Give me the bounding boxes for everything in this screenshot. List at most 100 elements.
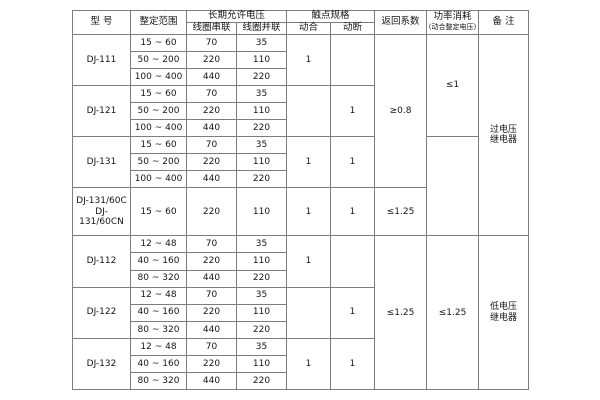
cell-parallel: 220 [235,320,288,339]
table-row: DJ-111 15 ~ 60 70 35 1 ≥0.8 ≤1 过电压 继电器 [72,33,530,237]
cell-series: 440 [186,119,237,138]
header-coil-series: 线圈串联 [186,21,237,35]
cell-contact-nc [330,33,376,86]
cell-range: 15 ~ 60 [130,84,187,104]
header-long-term-voltage: 长期允许电压 [185,10,288,23]
cell-contact-nc: 1 [330,337,376,391]
relay-spec-table: 型 号 整定范围 长期允许电压 触点规格 返回系数 功率消耗 (动合整定电压) … [72,10,530,391]
cell-series: 70 [186,136,237,155]
cell-series: 70 [186,337,237,356]
cell-return-coefficient-top: ≥0.8 [374,33,428,189]
table-row: 80 ~ 320 440 220 [73,371,529,391]
cell-model-dj131-60c: DJ-131/60C DJ-131/60CN [72,187,131,237]
header-contact-spec: 触点规格 [286,10,376,23]
cell-parallel: 35 [235,235,288,254]
cell-contact-na: 1 [286,337,332,391]
cell-series: 220 [186,102,237,121]
table-row: DJ-131/60C DJ-131/60CN 15 ~ 60 220 110 1… [72,187,529,237]
table-row: DJ-131 15 ~ 60 70 35 1 1 [72,136,529,189]
cell-model-dj131: DJ-131 [72,136,131,189]
cell-series: 220 [186,187,237,237]
cell-remark-overvoltage: 过电压 继电器 [478,33,530,237]
table-row: 50 ~ 200 220 110 [73,50,529,69]
table-header: 型 号 整定范围 长期允许电压 触点规格 返回系数 功率消耗 (动合整定电压) … [72,10,530,35]
cell-range: 12 ~ 48 [130,337,187,356]
cell-contact-na: 1 [286,33,332,86]
cell-range: 100 ~ 400 [130,170,187,189]
cell-parallel: 110 [235,153,288,172]
cell-model-dj121: DJ-121 [72,84,131,138]
table-row: 40 ~ 160 220 110 [73,252,529,271]
cell-series: 220 [186,252,237,271]
cell-parallel: 220 [235,119,288,138]
cell-parallel: 35 [235,136,288,155]
cell-remark-undervoltage: 低电压 继电器 [478,235,530,390]
cell-range: 80 ~ 320 [130,320,187,339]
remark-overvoltage-line2: 继电器 [490,135,518,146]
cell-power-mid: ≤1.25 [374,187,428,237]
cell-contact-na: 1 [286,136,332,189]
cell-return-coefficient-bottom: ≤1.25 [374,235,428,390]
cell-range: 12 ~ 48 [130,286,187,305]
header-contact-normally-closed: 动断 [330,21,376,35]
cell-parallel: 110 [235,187,288,237]
cell-parallel: 110 [235,50,288,69]
cell-range: 40 ~ 160 [130,303,187,322]
cell-range: 50 ~ 200 [130,102,187,121]
table-row: 40 ~ 160 220 110 [73,354,529,373]
table-row: DJ-112 12 ~ 48 70 35 1 ≤1.25 ≤1.25 低电压 继… [72,235,530,390]
cell-series: 220 [186,303,237,322]
cell-series: 70 [186,286,237,305]
cell-contact-na: 1 [286,235,332,288]
cell-parallel: 35 [235,84,288,104]
cell-contact-nc: 1 [330,136,376,189]
header-row-2: 线圈串联 线圈并联 动合 动断 [73,21,529,35]
cell-series: 70 [186,84,237,104]
model-line2: DJ-131/60CN [79,206,124,228]
cell-series: 220 [186,354,237,373]
cell-parallel: 110 [235,303,288,322]
header-row-1: 型 号 整定范围 长期允许电压 触点规格 返回系数 功率消耗 (动合整定电压) … [72,10,530,35]
cell-range: 80 ~ 320 [130,371,187,391]
cell-parallel: 35 [235,337,288,356]
cell-parallel: 110 [235,354,288,373]
cell-parallel: 35 [235,286,288,305]
cell-range: 40 ~ 160 [130,252,187,271]
header-remark: 备 注 [478,10,530,35]
cell-parallel: 110 [235,252,288,271]
cell-range: 80 ~ 320 [130,269,187,288]
table-row: DJ-122 12 ~ 48 70 35 1 [72,286,529,339]
header-power-consumption: 功率消耗 (动合整定电压) [426,10,480,35]
cell-series: 440 [186,269,237,288]
cell-parallel: 220 [235,269,288,288]
cell-series: 440 [186,67,237,86]
cell-model-dj111: DJ-111 [72,33,131,86]
table-row: DJ-121 15 ~ 60 70 35 1 [72,84,529,138]
table-row: 40 ~ 160 220 110 [73,303,529,322]
table-row: 100 ~ 400 440 220 [73,67,529,86]
cell-range: 50 ~ 200 [130,50,187,69]
cell-model-dj112: DJ-112 [72,235,131,288]
header-coil-parallel: 线圈并联 [235,21,288,35]
header-power-consumption-main: 功率消耗 [433,10,472,22]
cell-range: 50 ~ 200 [130,153,187,172]
cell-power-bottom: ≤1.25 [426,235,480,390]
cell-parallel: 220 [235,371,288,391]
cell-model-dj122: DJ-122 [72,286,131,339]
header-setting-range: 整定范围 [130,10,187,35]
cell-contact-nc: 1 [330,84,376,138]
cell-contact-na [286,84,332,138]
cell-contact-na: 1 [286,187,332,237]
cell-contact-nc: 1 [330,187,376,237]
cell-series: 70 [186,33,237,52]
cell-range: 100 ~ 400 [130,67,187,86]
cell-contact-nc: 1 [330,286,376,339]
header-power-consumption-sub: (动合整定电压) [428,23,477,32]
cell-series: 220 [186,50,237,69]
cell-parallel: 35 [235,33,288,52]
cell-contact-na [286,286,332,339]
cell-parallel: 220 [235,67,288,86]
cell-power-top: ≤1 [426,33,480,138]
model-line1: DJ-131/60C [76,196,127,207]
header-return-coefficient: 返回系数 [374,10,428,35]
